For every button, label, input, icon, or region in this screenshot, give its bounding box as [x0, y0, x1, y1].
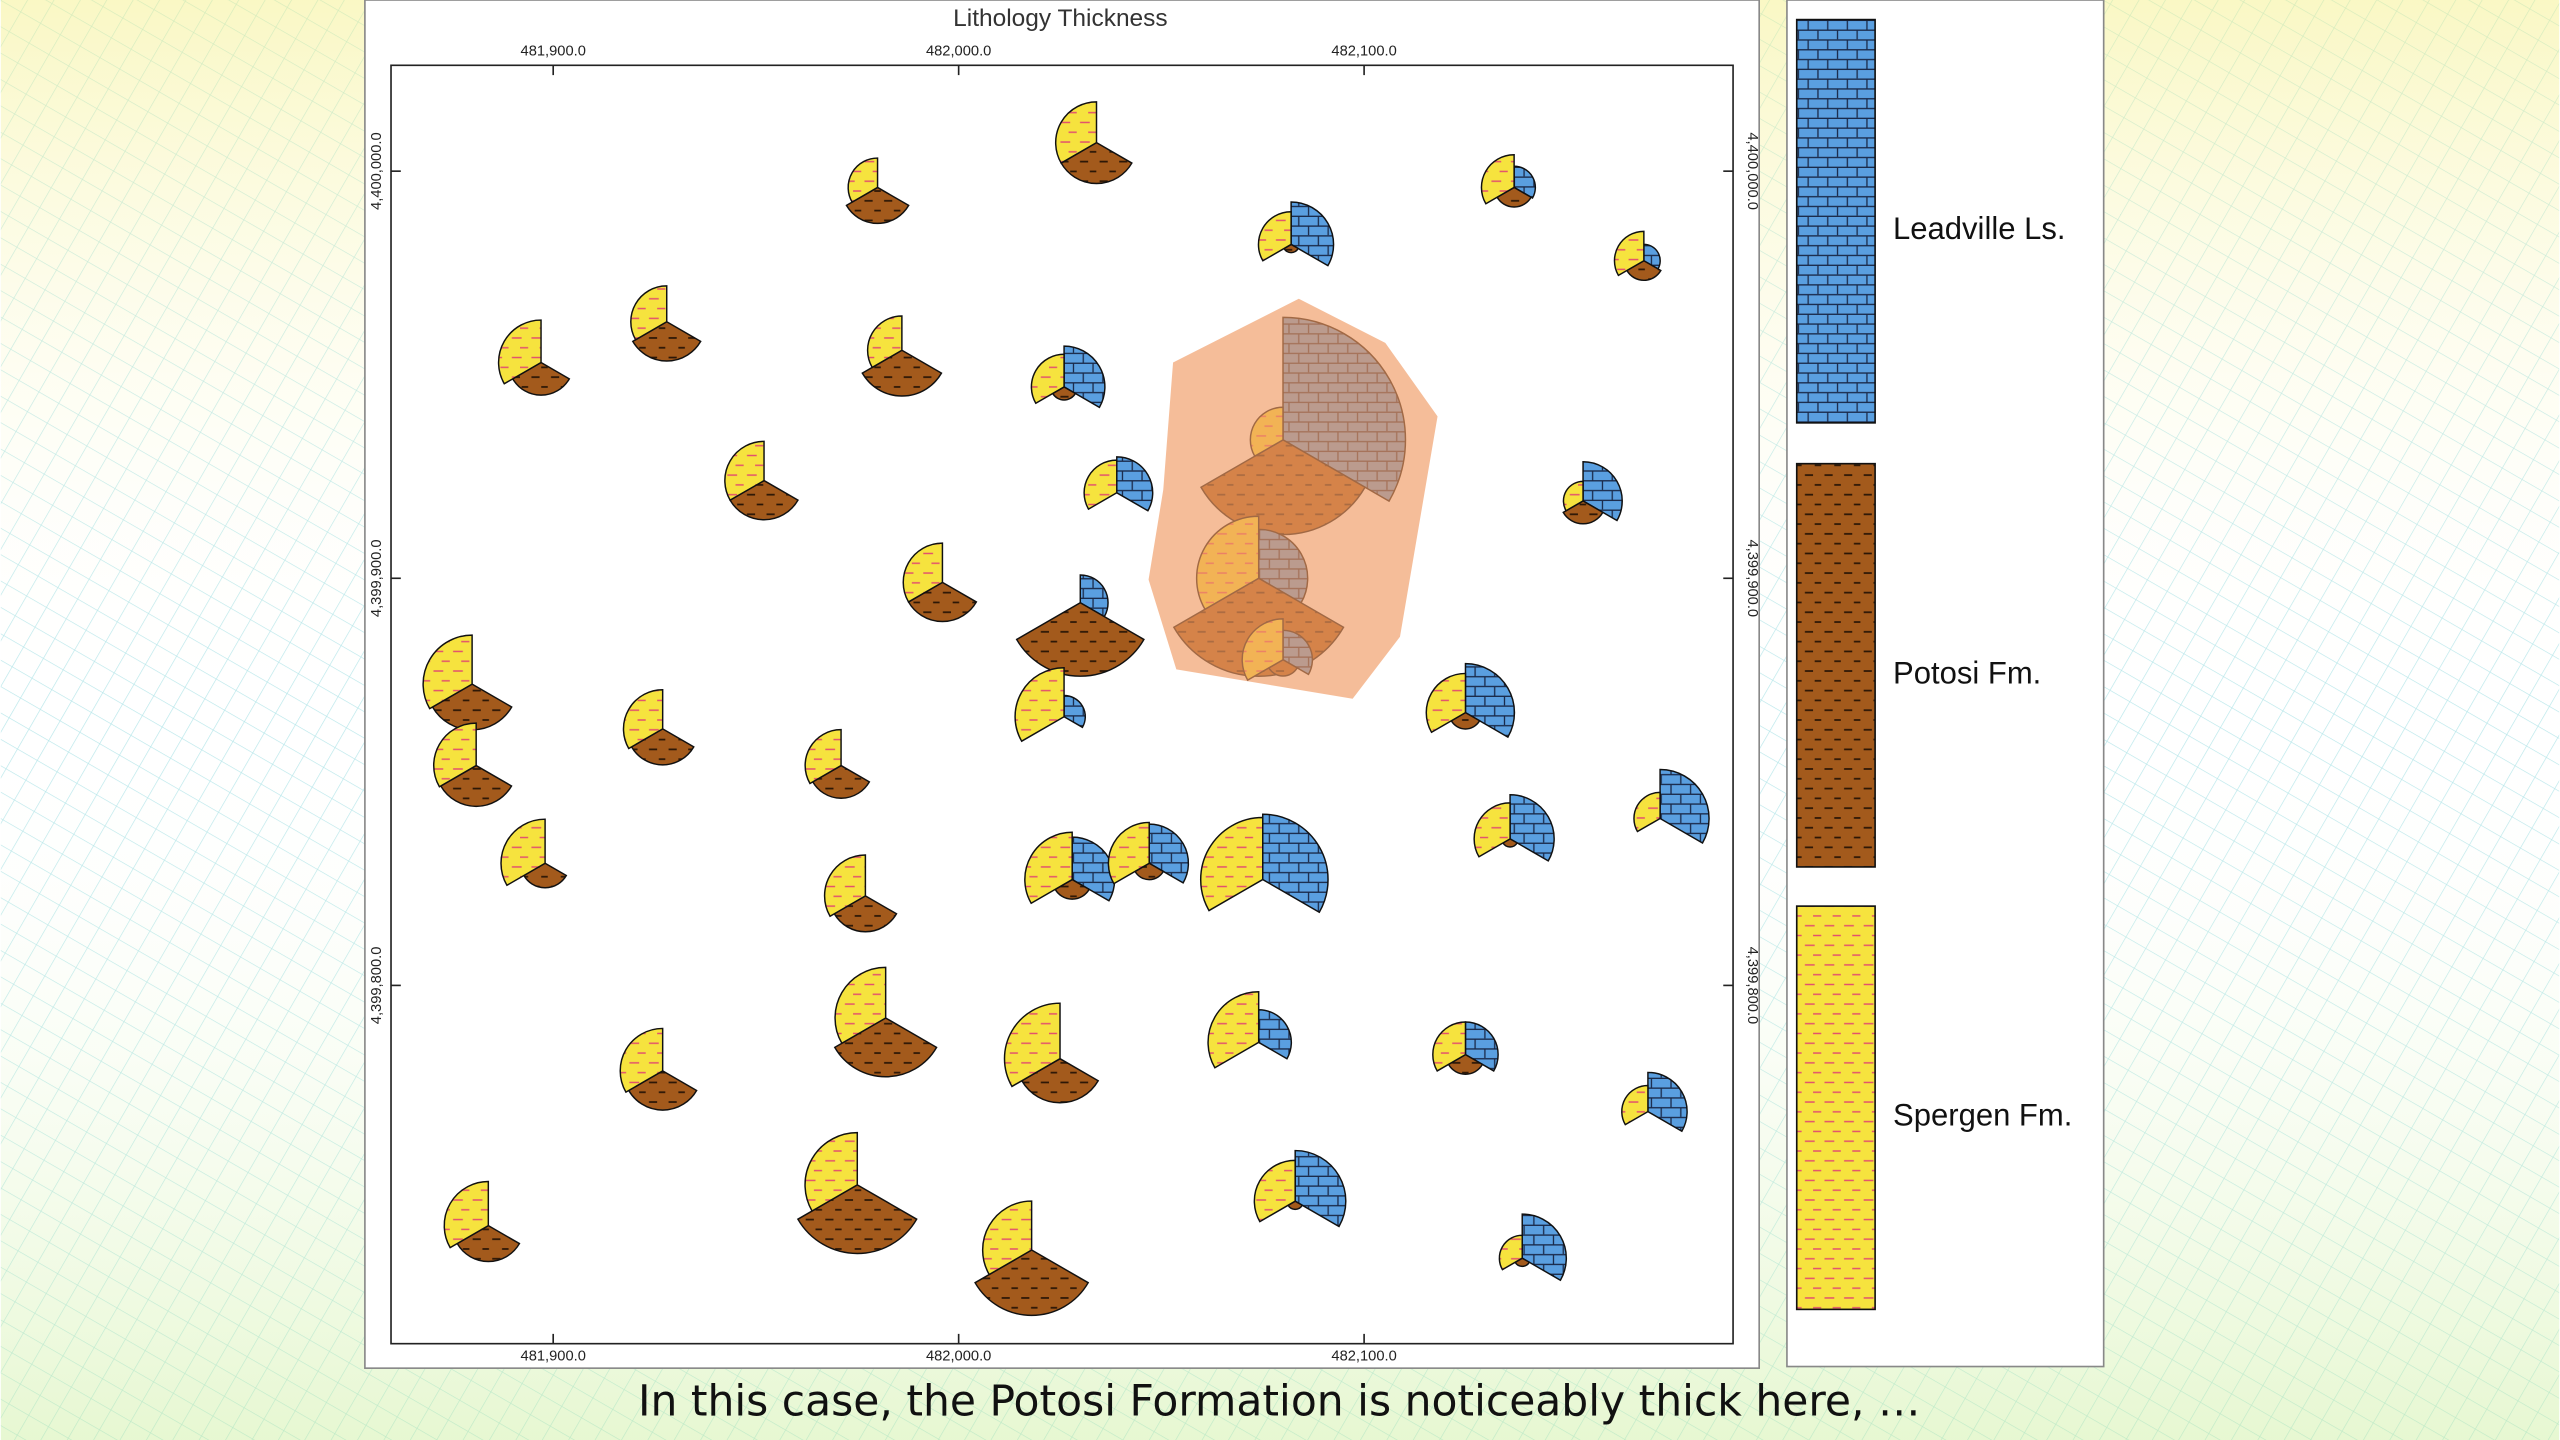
legend-swatch [1795, 905, 1876, 1311]
thickness-wedge [1199, 816, 1264, 912]
legend-swatch [1795, 462, 1876, 868]
thickness-wedge [1480, 154, 1515, 205]
thickness-wedge [1060, 141, 1133, 185]
thickness-wedge [1257, 1009, 1293, 1060]
thickness-wedge [511, 361, 571, 396]
thickness-wedge [1054, 878, 1091, 900]
thickness-wedge [1498, 1234, 1523, 1271]
thickness-wedge [1432, 1021, 1467, 1072]
y-tick-label: 4,399,900.0 [369, 539, 385, 617]
thickness-wedge [1253, 1159, 1296, 1223]
y-tick-label: 4,400,000.0 [1744, 132, 1760, 210]
thickness-wedge [729, 479, 799, 521]
thickness-wedge [433, 722, 477, 788]
thickness-wedge [1464, 662, 1516, 739]
thickness-wedge [974, 1249, 1090, 1316]
thickness-wedge [1521, 1213, 1568, 1282]
thickness-wedge [861, 349, 943, 397]
thickness-wedge [811, 764, 871, 799]
thickness-wedge [1003, 1002, 1061, 1088]
x-tick-label: 482,000.0 [926, 1349, 991, 1365]
thickness-wedge [439, 764, 513, 808]
thickness-wedge [622, 688, 664, 750]
thickness-wedge [804, 1131, 859, 1213]
thickness-wedge [1107, 821, 1150, 885]
map-panel [364, 0, 1760, 1369]
thickness-wedge [823, 854, 867, 918]
y-tick-label: 4,400,000.0 [369, 132, 385, 210]
thickness-wedge [1473, 802, 1511, 858]
thickness-wedge [1083, 459, 1118, 511]
thickness-wedge [1294, 1149, 1347, 1228]
thickness-wedge [847, 157, 879, 204]
thickness-wedge [1207, 991, 1260, 1069]
thickness-wedge [1290, 201, 1335, 267]
thickness-wedge [1562, 480, 1584, 512]
legend-label: Spergen Fm. [1893, 1098, 2072, 1133]
legend: Leadville Ls. Potosi Fm. Spergen Fm. [1795, 18, 2072, 1311]
x-tick-label: 481,900.0 [521, 44, 586, 60]
caption: In this case, the Potosi Formation is no… [638, 1378, 1920, 1427]
plot-frame [390, 64, 1734, 1345]
thickness-wedge [724, 440, 765, 502]
thickness-wedge [1447, 1053, 1484, 1075]
thickness-wedge [1633, 791, 1661, 833]
thickness-wedge [522, 862, 568, 889]
thickness-wedge [1054, 101, 1098, 165]
thickness-wedge [1613, 230, 1645, 277]
y-tick-label: 4,399,800.0 [369, 947, 385, 1025]
thickness-wedge [804, 728, 842, 785]
thickness-wedge [1014, 666, 1065, 743]
thickness-wedge [1116, 456, 1154, 512]
y-tick-label: 4,399,900.0 [1744, 539, 1760, 617]
highlight-area [1148, 298, 1438, 699]
map-title: Lithology Thickness [953, 5, 1167, 32]
thickness-wedge [1262, 813, 1329, 914]
thickness-wedge [497, 319, 542, 385]
legend-label: Potosi Fm. [1893, 655, 2041, 690]
thickness-wedge [1450, 711, 1481, 730]
thickness-wedge [1024, 831, 1073, 905]
legend-label: Leadville Ls. [1893, 211, 2065, 246]
y-tick-label: 4,399,800.0 [1744, 947, 1760, 1025]
thickness-wedge [1509, 794, 1555, 862]
thickness-wedge [443, 1180, 490, 1249]
thickness-wedge [1063, 694, 1087, 729]
thickness-wedge [1134, 862, 1165, 881]
x-tick-label: 481,900.0 [521, 1349, 586, 1365]
axes: 481,900.0 481,900.0 482,000.0 482,000.0 482,… [369, 44, 1760, 1365]
thickness-wedge [866, 315, 903, 369]
thickness-wedge [1020, 1057, 1100, 1104]
thickness-wedge [796, 1184, 918, 1255]
thickness-wedge [1015, 601, 1145, 677]
x-tick-label: 482,100.0 [1331, 1349, 1396, 1365]
thickness-wedge [500, 818, 546, 887]
x-tick-label: 482,100.0 [1331, 44, 1396, 60]
thickness-wedge [902, 542, 944, 603]
thickness-wedge [1257, 211, 1292, 262]
thickness-wedge [982, 1200, 1033, 1276]
thickness-wedge [422, 634, 473, 710]
thickness-wedge [1030, 353, 1065, 405]
thickness-wedge [1562, 500, 1604, 525]
thickness-wedge [1425, 672, 1467, 734]
x-tick-label: 482,000.0 [926, 44, 991, 60]
thickness-wedge [619, 1027, 664, 1094]
thickness-wedge [1659, 768, 1710, 844]
legend-swatch [1795, 18, 1876, 424]
thickness-wedge [834, 966, 887, 1045]
thickness-wedge [1647, 1071, 1688, 1133]
thickness-wedge [1621, 1084, 1649, 1126]
thickness-wedge [630, 285, 668, 341]
